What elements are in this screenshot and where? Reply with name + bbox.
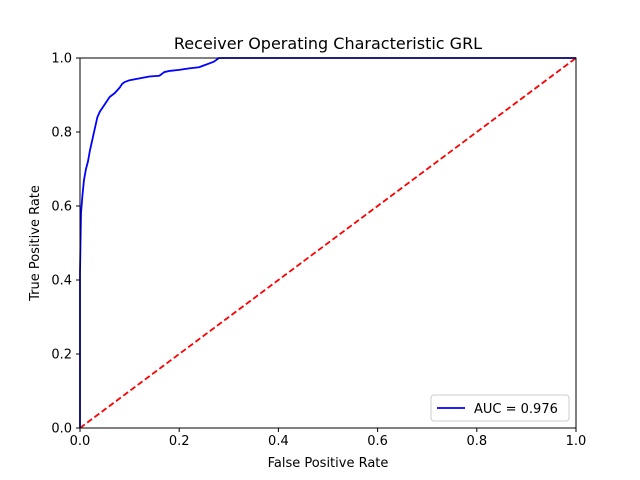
y-tick-label: 0.0 xyxy=(51,422,72,437)
x-tick-label: 0.0 xyxy=(70,434,91,449)
y-tick-label: 0.8 xyxy=(51,126,72,141)
roc-curve-line xyxy=(79,57,576,428)
ticks-layer: 0.0 0.2 0.4 0.6 0.8 1.0 0.0 0.2 0.4 0.6 0.8 1.0 xyxy=(51,52,586,450)
y-tick-label: 0.6 xyxy=(51,200,72,215)
x-axis-label: False Positive Rate xyxy=(268,456,389,471)
y-tick-label: 1.0 xyxy=(51,52,72,67)
legend-box xyxy=(430,394,570,422)
x-tick-label: 1.0 xyxy=(566,434,587,449)
legend: AUC = 0.976 xyxy=(430,394,570,422)
axes-frame xyxy=(79,57,577,429)
x-tick-label: 0.6 xyxy=(367,434,388,449)
x-tick-label: 0.2 xyxy=(169,434,190,449)
chance-diagonal-line xyxy=(79,57,577,429)
legend-label: AUC = 0.976 xyxy=(474,402,558,417)
x-tick-label: 0.8 xyxy=(466,434,487,449)
y-axis-label: True Positive Rate xyxy=(28,185,43,302)
y-tick-label: 0.2 xyxy=(51,348,72,363)
x-tick-label: 0.4 xyxy=(268,434,289,449)
plot-layer xyxy=(79,57,577,429)
y-tick-label: 0.4 xyxy=(51,274,72,289)
chart-title: Receiver Operating Characteristic GRL xyxy=(174,34,482,53)
